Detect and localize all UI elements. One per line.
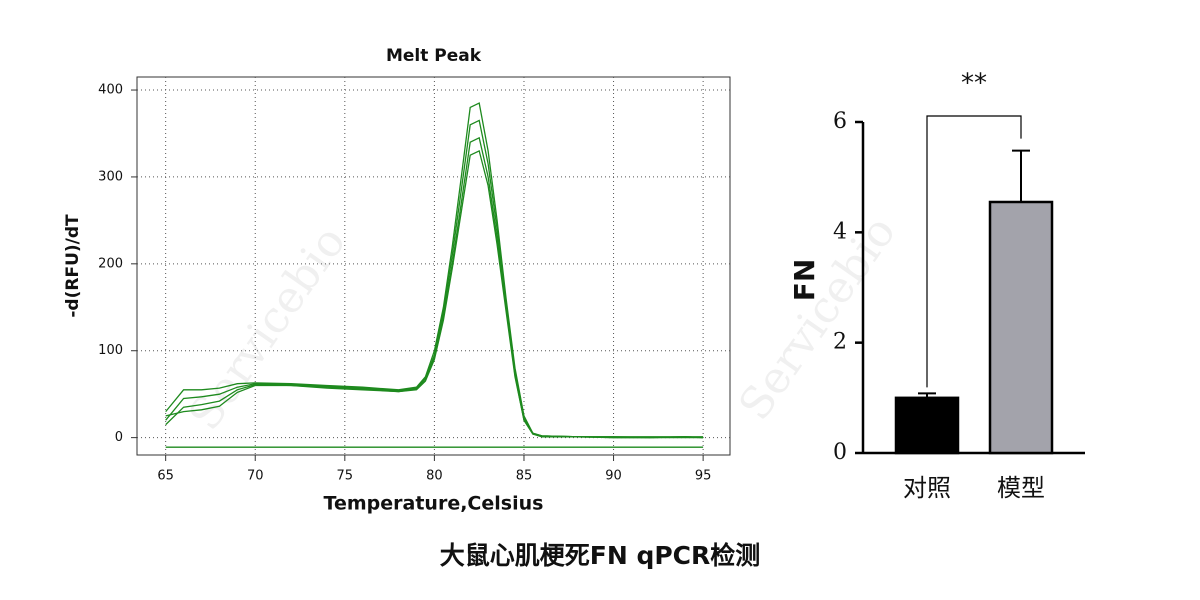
x-tick-label: 模型 [997, 474, 1045, 502]
melt-curve [165, 149, 704, 439]
x-tick-label: 90 [605, 469, 622, 484]
y-tick-label: 400 [98, 83, 123, 98]
y-tick-label: 2 [833, 330, 847, 355]
watermark: Servicebio [729, 207, 906, 429]
watermark: Servicebio [179, 217, 356, 439]
y-tick-label: 200 [98, 256, 123, 271]
significance-label: ** [961, 69, 987, 99]
bar [894, 396, 960, 455]
x-tick-label: 65 [157, 469, 174, 484]
y-tick-label: 100 [98, 343, 123, 358]
y-tick-label: 4 [833, 219, 847, 244]
x-tick-label: 70 [247, 469, 264, 484]
y-axis-label: -d(RFU)/dT [63, 214, 83, 318]
y-axis-label: FN [788, 259, 821, 302]
x-tick-label: 80 [426, 469, 443, 484]
y-tick-label: 300 [98, 169, 123, 184]
y-tick-label: 0 [115, 430, 123, 445]
y-tick-label: 6 [833, 109, 847, 134]
chart-title: Melt Peak [386, 46, 482, 66]
y-tick-label: 0 [833, 440, 847, 465]
x-tick-label: 85 [516, 469, 533, 484]
x-tick-label: 95 [695, 469, 712, 484]
caption: 大鼠心肌梗死FN qPCR检测 [440, 541, 761, 570]
x-axis-label: Temperature,Celsius [324, 493, 544, 515]
plot-frame [136, 76, 731, 456]
x-tick-label: 对照 [903, 474, 951, 502]
significance-bracket [926, 115, 1022, 388]
melt-curve [165, 136, 704, 439]
x-tick-label: 75 [337, 469, 354, 484]
bar [988, 200, 1054, 455]
